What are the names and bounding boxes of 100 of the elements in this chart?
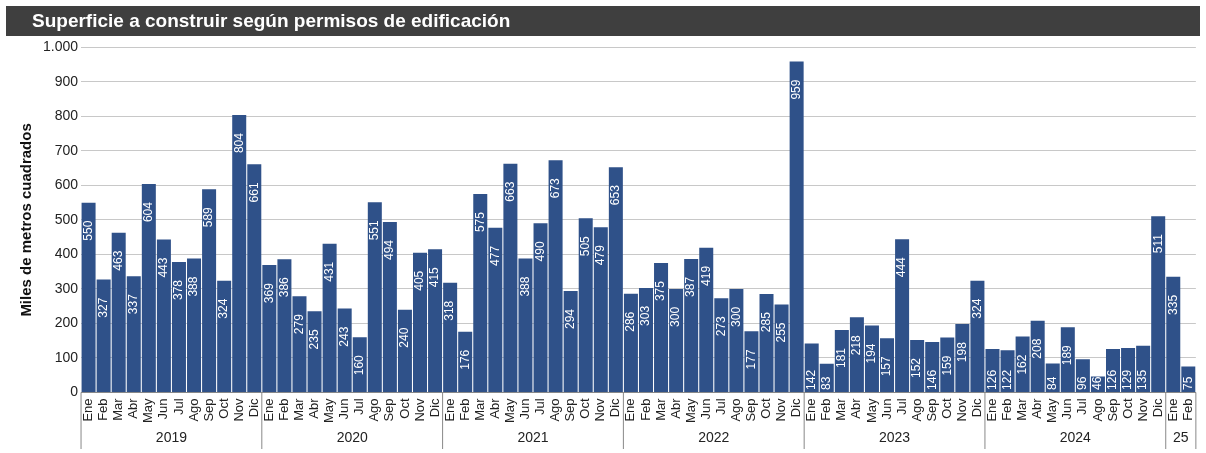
x-tick-label: Dic xyxy=(607,397,623,418)
data-label: 494 xyxy=(382,239,397,261)
data-label: 663 xyxy=(502,181,517,202)
text: 2019 xyxy=(155,428,188,445)
x-tick-label: Feb xyxy=(999,398,1015,421)
data-label: 479 xyxy=(593,244,608,266)
text: 2021 xyxy=(517,428,549,445)
data-label: 477 xyxy=(487,245,502,266)
data-label: 661 xyxy=(246,182,261,203)
x-tick-label: Oct xyxy=(396,398,412,419)
data-label: 84 xyxy=(1045,376,1060,390)
data-label: 83 xyxy=(819,376,834,390)
y-tick-label: 500 xyxy=(54,210,79,227)
x-tick-label: Ago xyxy=(908,398,924,422)
data-label: 551 xyxy=(367,220,382,241)
data-label: 285 xyxy=(758,311,773,333)
x-tick-label: Dic xyxy=(245,397,261,418)
x-tick-label: Sep xyxy=(923,398,939,422)
x-tick-label: Oct xyxy=(577,398,593,419)
x-tick-label: Abr xyxy=(306,397,322,419)
x-tick-label: Mar xyxy=(833,397,849,421)
data-label: 46 xyxy=(1090,376,1105,390)
data-label: 431 xyxy=(321,261,336,282)
x-tick-label: Jun xyxy=(336,398,352,420)
x-tick-label: Ene xyxy=(260,398,276,422)
x-tick-label: Dic xyxy=(426,397,442,418)
x-tick-label: Dic xyxy=(788,397,804,418)
x-tick-label: Jun xyxy=(1059,398,1075,420)
data-label: 327 xyxy=(95,297,110,318)
y-tick-label: 0 xyxy=(70,383,79,400)
y-tick-label: 1.000 xyxy=(42,38,79,55)
data-label: 135 xyxy=(1135,369,1150,390)
x-tick-label: Mar xyxy=(291,397,307,421)
x-tick-label: Nov xyxy=(411,397,427,422)
data-label: 160 xyxy=(352,354,367,376)
x-tick-label: Ene xyxy=(441,398,457,422)
x-tick-label: Feb xyxy=(456,398,472,421)
x-tick-label: Feb xyxy=(1179,398,1195,421)
data-label: 463 xyxy=(111,250,126,271)
data-label: 511 xyxy=(1150,233,1165,254)
data-label: 415 xyxy=(427,266,442,288)
data-label: 142 xyxy=(804,369,819,390)
x-tick-label: Ene xyxy=(1164,398,1180,422)
data-label: 300 xyxy=(668,306,683,327)
x-tick-label: Jul xyxy=(893,398,909,416)
data-label: 443 xyxy=(156,257,171,278)
x-tick-label: Nov xyxy=(592,397,608,422)
x-tick-label: Nov xyxy=(1134,397,1150,422)
y-tick-label: 600 xyxy=(54,176,79,193)
data-label: 324 xyxy=(969,298,984,319)
data-label: 96 xyxy=(1075,376,1090,390)
data-label: 318 xyxy=(442,300,457,321)
y-tick-label: 900 xyxy=(54,72,79,89)
data-label: 198 xyxy=(954,341,969,363)
x-tick-label: Oct xyxy=(1119,398,1135,419)
x-tick-label: Nov xyxy=(230,397,246,422)
x-tick-label: Nov xyxy=(953,397,969,422)
x-tick-label: Oct xyxy=(215,398,231,419)
data-label: 589 xyxy=(201,206,216,228)
y-tick-label: 800 xyxy=(54,107,79,124)
y-tick-label: 100 xyxy=(54,348,79,365)
x-tick-label: Dic xyxy=(969,397,984,418)
data-label: 273 xyxy=(713,315,728,337)
data-label: 126 xyxy=(1105,369,1120,390)
data-label: 162 xyxy=(1014,354,1029,375)
x-tick-label: Feb xyxy=(95,398,111,421)
data-label: 604 xyxy=(141,201,156,223)
x-tick-label: Jul xyxy=(1074,398,1090,416)
x-tick-label: Sep xyxy=(1104,398,1120,422)
x-tick-label: Jul xyxy=(170,398,186,416)
text: 2020 xyxy=(336,428,368,445)
data-label: 804 xyxy=(231,132,246,154)
x-tick-label: Jul xyxy=(532,398,548,416)
x-tick-label: Sep xyxy=(743,398,759,422)
data-label: 255 xyxy=(773,322,788,343)
data-label: 243 xyxy=(336,326,351,347)
x-tick-label: Jun xyxy=(697,398,713,420)
x-tick-label: Abr xyxy=(848,397,864,419)
data-label: 235 xyxy=(306,329,321,350)
data-label: 122 xyxy=(999,369,1014,390)
data-label: 240 xyxy=(397,327,412,348)
x-tick-label: Jul xyxy=(712,398,728,416)
x-tick-label: Abr xyxy=(1029,397,1045,419)
x-tick-label: Mar xyxy=(652,397,668,421)
text: 2024 xyxy=(1059,428,1092,445)
data-label: 324 xyxy=(216,298,231,319)
x-tick-label: Abr xyxy=(667,397,683,419)
data-label: 194 xyxy=(864,343,879,364)
x-tick-label: Feb xyxy=(818,398,834,421)
data-label: 294 xyxy=(562,308,577,330)
x-tick-label: Mar xyxy=(1014,397,1030,421)
x-tick-label: Sep xyxy=(562,398,578,422)
y-tick-label: 300 xyxy=(54,279,79,296)
x-tick-label: Sep xyxy=(200,398,216,422)
data-label: 177 xyxy=(743,349,758,370)
x-tick-label: May xyxy=(1044,397,1060,423)
data-label: 375 xyxy=(653,280,668,302)
data-label: 181 xyxy=(834,347,849,369)
data-label: 335 xyxy=(1165,294,1180,315)
data-label: 388 xyxy=(186,276,201,297)
